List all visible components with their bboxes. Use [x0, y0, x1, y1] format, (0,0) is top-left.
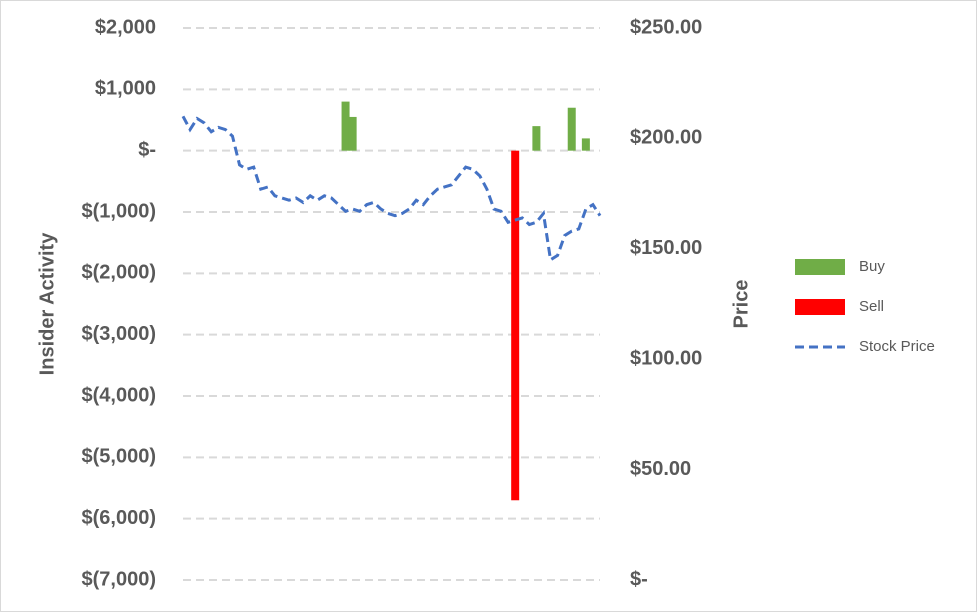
y2-tick-label: $150.00 — [630, 237, 702, 259]
bar — [511, 150, 520, 501]
y2-tick-label: $- — [630, 568, 648, 590]
y-tick-label: $- — [138, 139, 156, 161]
y2-tick-label: $50.00 — [630, 458, 691, 480]
legend-label: Sell — [859, 298, 884, 315]
bar — [581, 138, 590, 151]
y-axis-title: Insider Activity — [36, 232, 58, 376]
legend-label: Stock Price — [859, 338, 935, 355]
legend-label: Buy — [859, 258, 885, 275]
y2-axis-title: Price — [730, 280, 752, 329]
y-tick-label: $1,000 — [95, 78, 156, 100]
bar — [567, 107, 576, 151]
y-tick-label: $(2,000) — [82, 262, 157, 284]
y-tick-label: $(6,000) — [82, 507, 157, 529]
bar — [348, 116, 357, 151]
price-line — [181, 115, 602, 263]
y2-tick-label: $100.00 — [630, 347, 702, 369]
y-tick-label: $(7,000) — [82, 568, 157, 590]
y-tick-label: $(4,000) — [82, 384, 157, 406]
y-tick-label: $2,000 — [95, 16, 156, 38]
legend-swatch — [795, 299, 845, 315]
bar — [532, 126, 541, 151]
y2-tick-label: $250.00 — [630, 16, 702, 38]
y2-tick-label: $200.00 — [630, 127, 702, 149]
bar — [341, 101, 350, 151]
y-tick-label: $(1,000) — [82, 200, 157, 222]
y-tick-label: $(3,000) — [82, 323, 157, 345]
legend-swatch — [795, 259, 845, 275]
y-tick-label: $(5,000) — [82, 446, 157, 468]
